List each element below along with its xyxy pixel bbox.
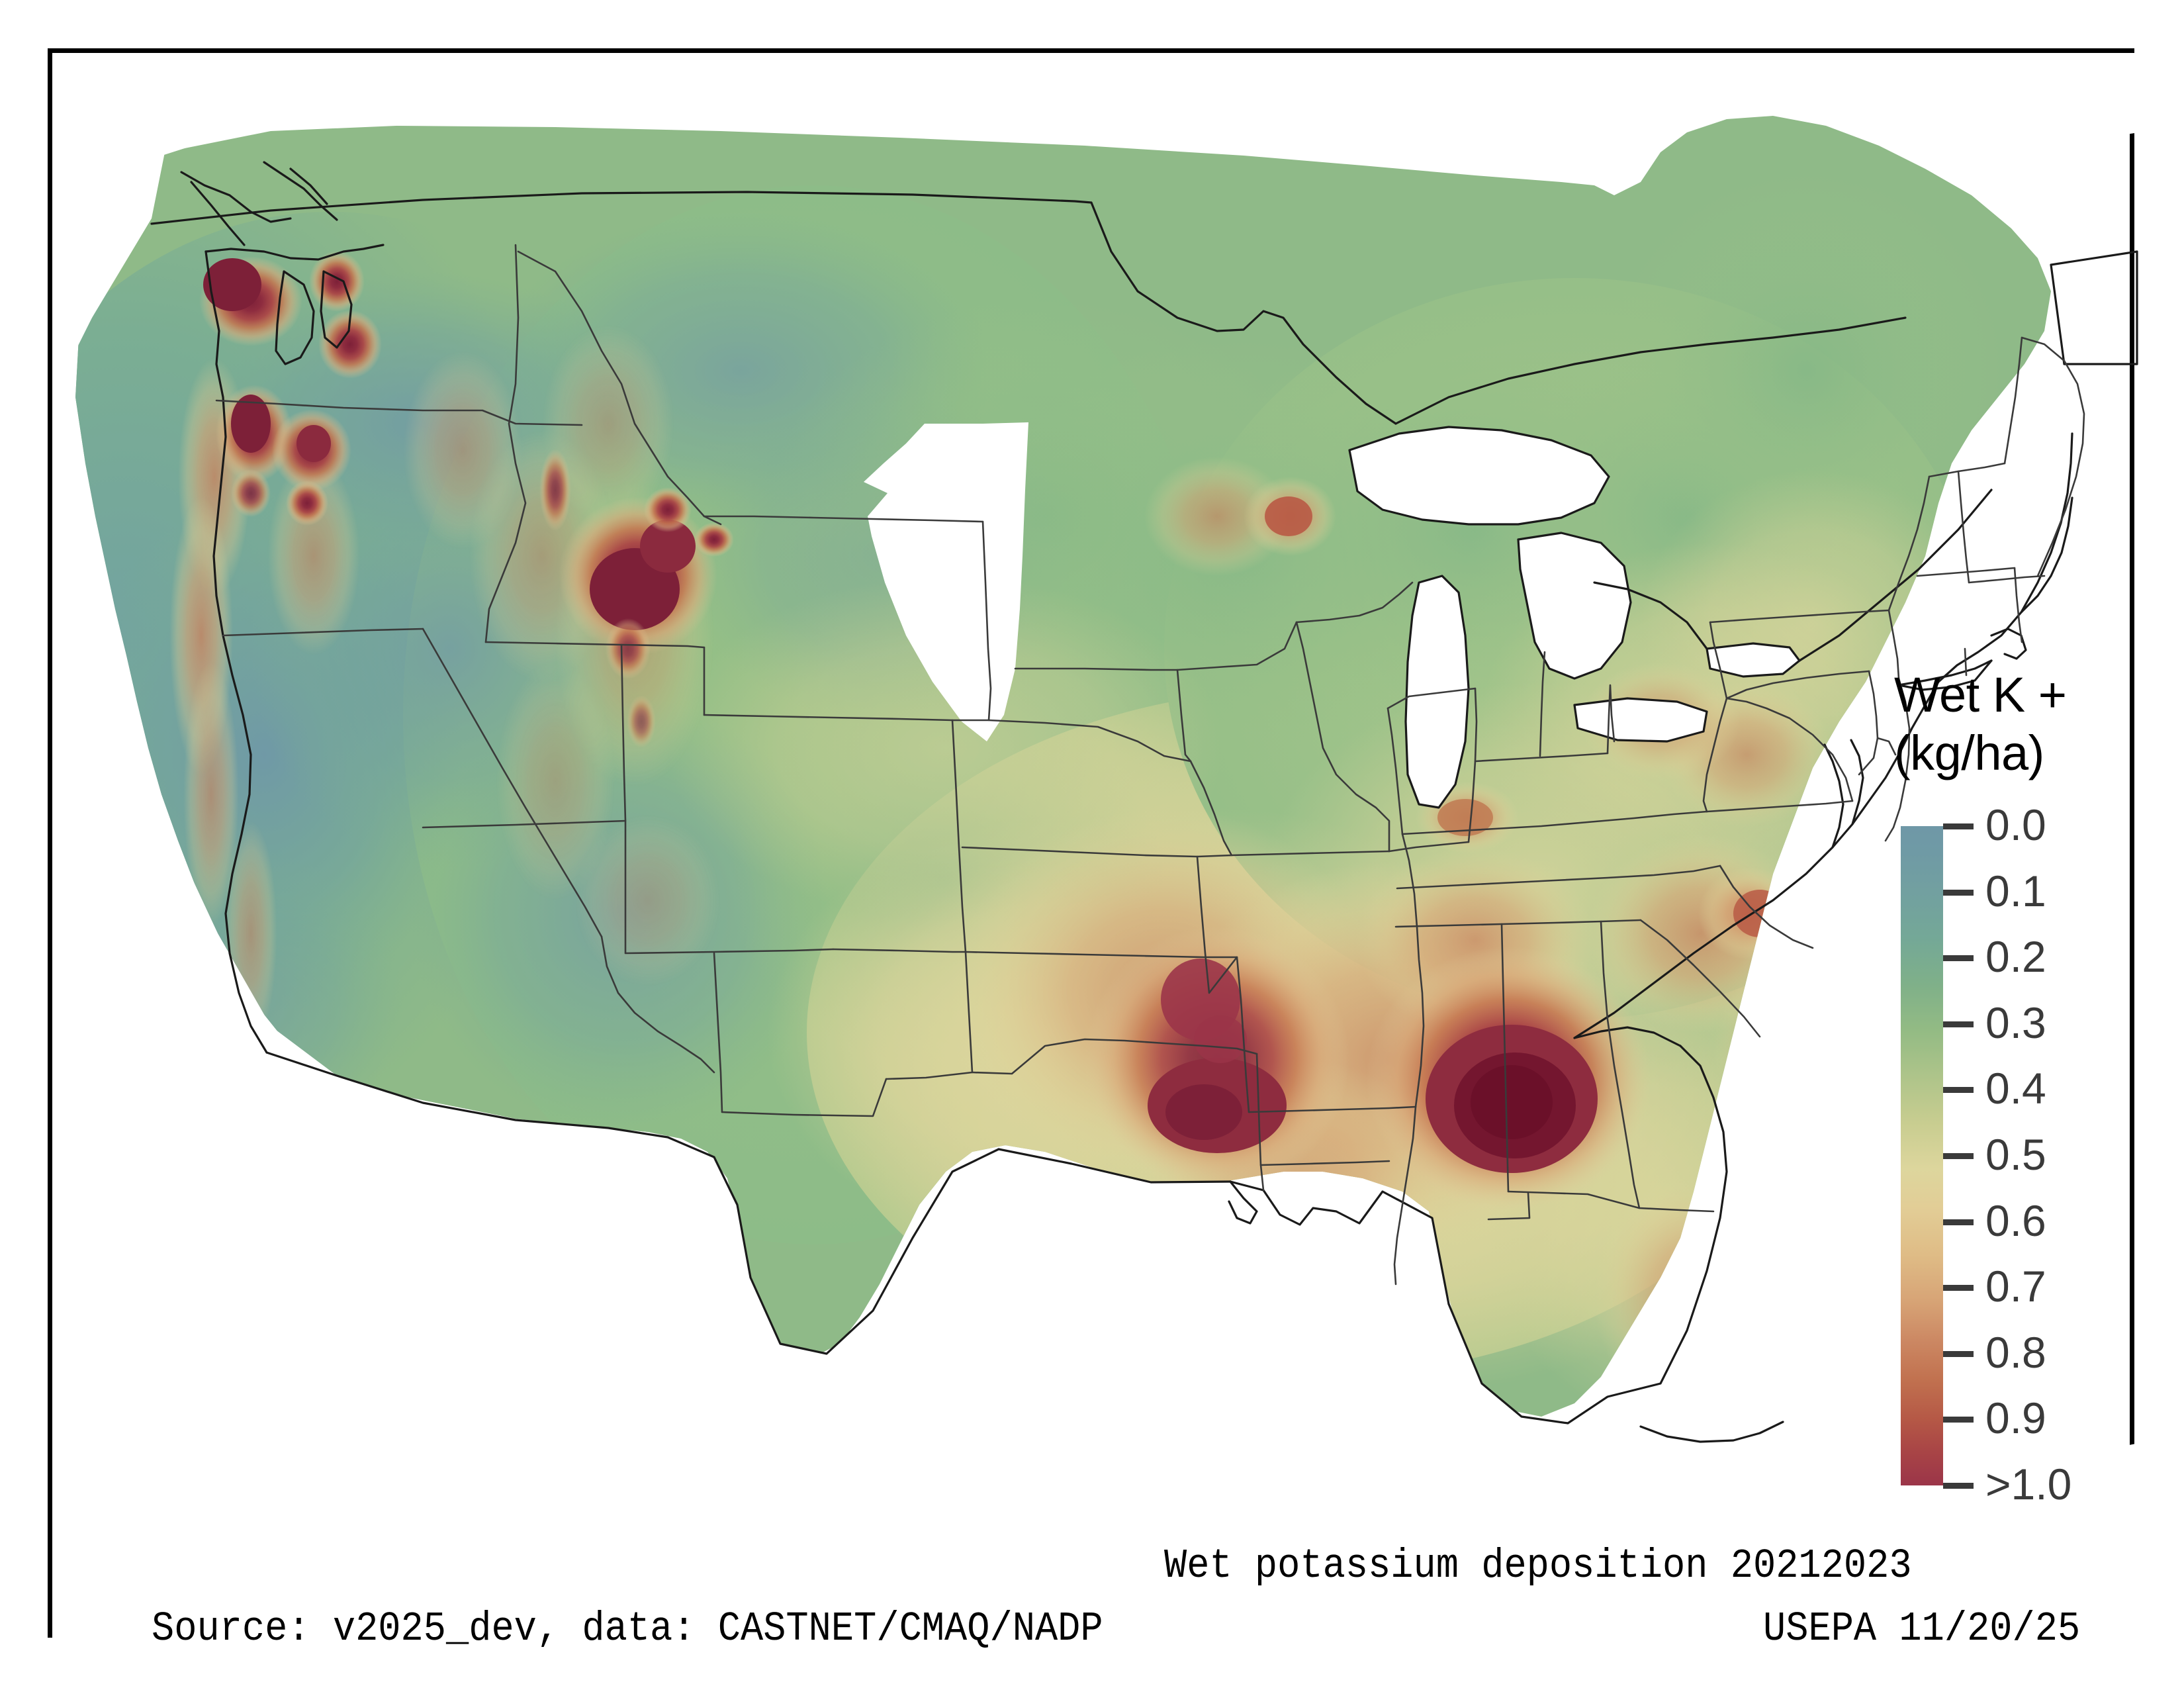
colorbar-tick-mark (1943, 1153, 1974, 1159)
legend-title-units: (kg/ha) (1894, 726, 2044, 780)
colorbar-tick-mark (1943, 823, 1974, 829)
agency-date: USEPA 11/20/25 (1763, 1605, 2081, 1652)
figure-frame: Wet K + (kg/ha) 0.0 0.1 0.2 0.3 0.4 0.5 0.6 0.7… (48, 48, 2139, 1652)
colorbar-tick-mark (1943, 1087, 1974, 1094)
colorbar-tick-label: 0.8 (1985, 1327, 2046, 1377)
colorbar-tick-mark (1943, 1350, 1974, 1357)
colorbar-tick-mark (1943, 1417, 1974, 1423)
colorbar-tick-label: 0.7 (1985, 1262, 2046, 1311)
colorbar-tick-mark (1943, 955, 1974, 962)
colorbar-wrapper: 0.0 0.1 0.2 0.3 0.4 0.5 0.6 0.7 0.8 0.9 >1.0 (1856, 800, 2160, 1509)
colorbar-tick-mark (1943, 1483, 1974, 1489)
coastline-and-borders (150, 161, 2138, 1443)
water-and-void-mask (52, 53, 2139, 1642)
colorbar-tick-mark (1943, 889, 1974, 896)
map-caption: Wet potassium deposition 20212023 (1164, 1542, 1912, 1589)
colorbar-tick-mark (1943, 1219, 1974, 1225)
colorbar-tick-label: 0.1 (1985, 866, 2046, 915)
colorbar-tick-label: >1.0 (1985, 1460, 2072, 1509)
colorbar-tick-mark (1943, 1021, 1974, 1027)
colorbar-tick-label: 0.3 (1985, 998, 2046, 1047)
colorbar-tick-label: 0.5 (1985, 1130, 2046, 1179)
colorbar-tick-label: 0.0 (1985, 800, 2046, 849)
colorbar-tick-label: 0.2 (1985, 932, 2046, 982)
source-attribution: Source: v2025_dev, data: CASTNET/CMAQ/NA… (152, 1605, 1103, 1652)
colorbar-tick-label: 0.9 (1985, 1393, 2046, 1443)
legend-title-variable: Wet K + (1894, 667, 2067, 722)
choropleth-map[interactable] (52, 53, 2139, 1642)
colorbar-gradient[interactable] (1901, 826, 1943, 1485)
map-plot-area[interactable] (52, 53, 2139, 1642)
colorbar-tick-label: 0.4 (1985, 1064, 2046, 1113)
colorbar-legend: Wet K + (kg/ha) 0.0 0.1 0.2 0.3 0.4 0.5 0.6 0.7… (1856, 669, 2160, 1542)
colorbar-tick-mark (1943, 1285, 1974, 1291)
state-boundaries (215, 244, 2085, 1286)
colorbar-tick-label: 0.6 (1985, 1196, 2046, 1245)
